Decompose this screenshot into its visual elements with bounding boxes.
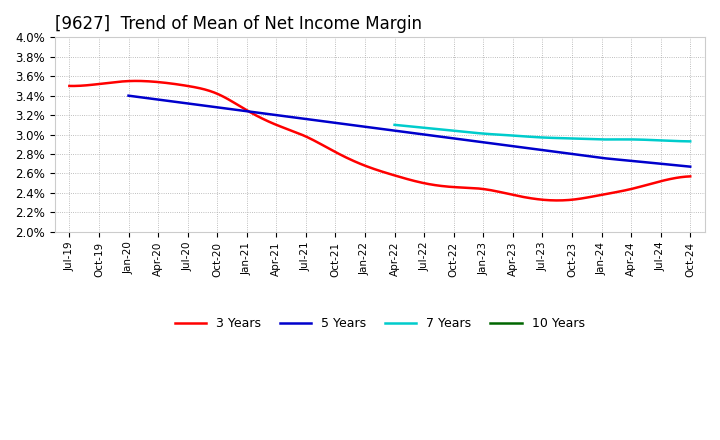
7 Years [603,137,612,142]
5 Years [686,164,695,169]
3 Years [269,121,277,126]
3 Years [554,198,562,203]
5 Years [124,93,132,98]
Line: 3 Years: 3 Years [69,81,690,201]
5 Years [477,139,486,145]
Legend: 3 Years, 5 Years, 7 Years, 10 Years: 3 Years, 5 Years, 7 Years, 10 Years [170,312,590,335]
5 Years [346,122,355,128]
3 Years [686,174,695,179]
3 Years [457,185,466,190]
5 Years [533,147,541,152]
7 Years [487,132,495,137]
5 Years [192,102,200,107]
7 Years [605,137,613,142]
7 Years [390,122,399,128]
Line: 5 Years: 5 Years [128,95,690,167]
3 Years [65,83,73,88]
Text: [9627]  Trend of Mean of Net Income Margin: [9627] Trend of Mean of Net Income Margi… [55,15,422,33]
7 Years [686,139,695,144]
7 Years [426,126,434,131]
7 Years [576,136,585,141]
3 Years [132,78,140,84]
3 Years [518,194,526,199]
3 Years [141,78,150,84]
5 Years [530,147,539,152]
3 Years [515,194,523,199]
5 Years [307,117,316,122]
Line: 7 Years: 7 Years [395,125,690,141]
3 Years [312,139,321,145]
7 Years [508,133,516,138]
